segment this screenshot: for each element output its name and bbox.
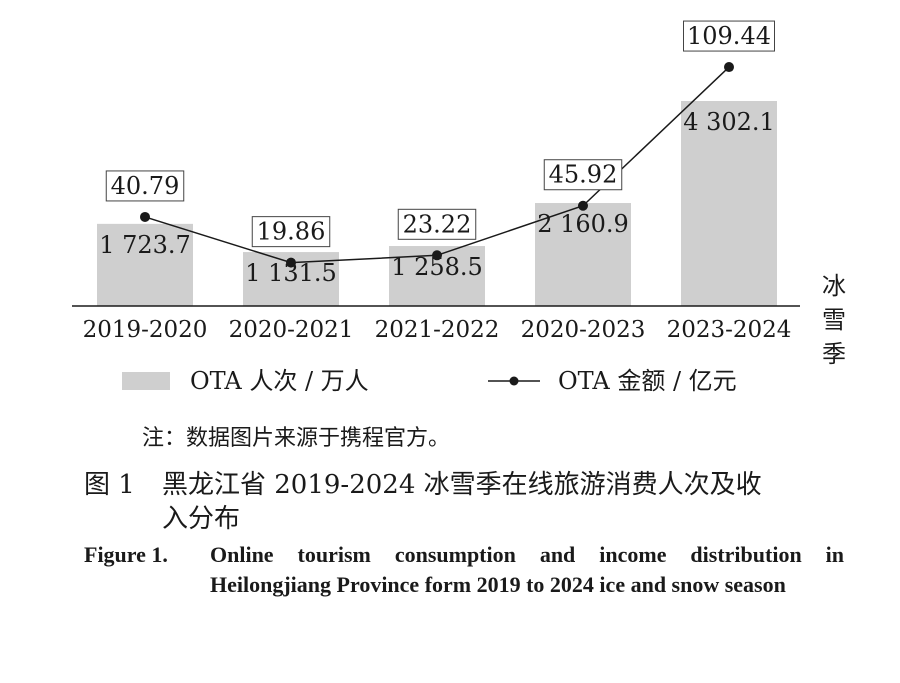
line-point-2020-2021 bbox=[286, 257, 296, 268]
line-label-box bbox=[397, 208, 477, 240]
x-tick-label: 2023-2024 bbox=[667, 317, 792, 343]
line-value-label: 109.44 bbox=[687, 22, 771, 50]
figure-caption-en: Figure 1. Online tourism consumption and… bbox=[84, 540, 844, 600]
legend-marker-sample bbox=[509, 376, 519, 386]
combo-chart: 1 723.71 131.5 1 258.52 160.94 302.140.79… bbox=[72, 20, 846, 395]
line-point-2019-2020 bbox=[140, 211, 150, 222]
bar-value-label: 4 302.1 bbox=[683, 108, 775, 136]
source-note: 注：数据图片来源于携程官方。 bbox=[142, 426, 451, 451]
caption-cn-line1: 黑龙江省 2019-2024 冰雪季在线旅游消费人次及收 bbox=[162, 470, 762, 500]
line-value-label: 45.92 bbox=[549, 161, 618, 189]
bar-value-label: 2 160.9 bbox=[537, 210, 629, 238]
legend-swatch-bar bbox=[122, 372, 170, 390]
bar-2019-2020 bbox=[97, 223, 193, 306]
caption-en-text: Online tourism consumption and income di… bbox=[210, 542, 844, 597]
figure-number-cn: 图 1 bbox=[84, 470, 135, 500]
line-value-label: 19.86 bbox=[257, 218, 326, 246]
bar-value-label: 1 723.7 bbox=[99, 231, 191, 259]
line-point-2021-2022 bbox=[432, 250, 442, 261]
x-tick-label: 2020-2023 bbox=[521, 317, 646, 343]
line-value-label: 40.79 bbox=[111, 172, 180, 200]
figure-caption-cn: 图 1 黑龙江省 2019-2024 冰雪季在线旅游消费人次及收 入分布 bbox=[84, 468, 844, 536]
legend-label-bar: OTA 人次 / 万人 bbox=[190, 367, 369, 395]
bar-2020-2023 bbox=[535, 203, 631, 306]
x-tick-label: 2019-2020 bbox=[83, 317, 208, 343]
line-point-2020-2023 bbox=[578, 200, 588, 211]
caption-cn-line2: 入分布 bbox=[162, 504, 241, 534]
x-tick-label: 2020-2021 bbox=[229, 317, 354, 343]
chart-area: 1 723.7 1 131.5 1 258.5 2 160.9 4 302.1 40.79… bbox=[72, 20, 846, 395]
line-value-label: 23.22 bbox=[403, 210, 472, 238]
legend-label-line: OTA 金额 / 亿元 bbox=[558, 367, 737, 395]
line-label-box bbox=[543, 159, 623, 191]
line-label-box bbox=[105, 170, 185, 202]
x-tick-label: 2021-2022 bbox=[375, 317, 500, 343]
line-point-2023-2024 bbox=[724, 62, 734, 73]
line-label-box bbox=[251, 216, 331, 248]
x-axis-label: 冰雪季 bbox=[822, 272, 846, 368]
line-label-box bbox=[683, 20, 775, 52]
figure-number-en: Figure 1. bbox=[84, 542, 168, 567]
bar-2023-2024 bbox=[681, 101, 777, 306]
